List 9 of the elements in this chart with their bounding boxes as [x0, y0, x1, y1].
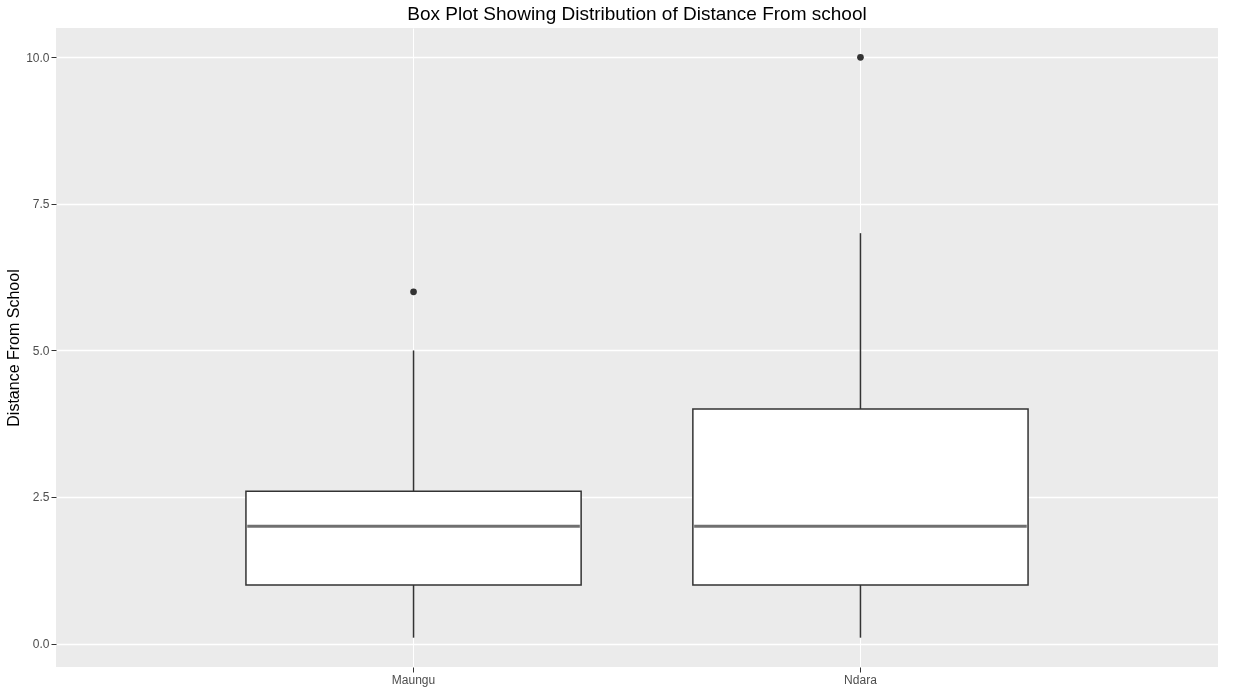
y-axis-title: Distance From School: [5, 269, 23, 427]
x-tick-label: Ndara: [844, 672, 878, 687]
y-tick-label: 2.5: [32, 490, 50, 505]
y-tick-label: 7.5: [32, 197, 50, 212]
x-tick-label: Maungu: [391, 672, 436, 687]
chart-title: Box Plot Showing Distribution of Distance From school: [407, 3, 867, 24]
y-tick-label: 0.0: [32, 637, 50, 652]
y-tick-label: 5.0: [32, 343, 50, 358]
y-tick-label: 10.0: [26, 50, 50, 65]
